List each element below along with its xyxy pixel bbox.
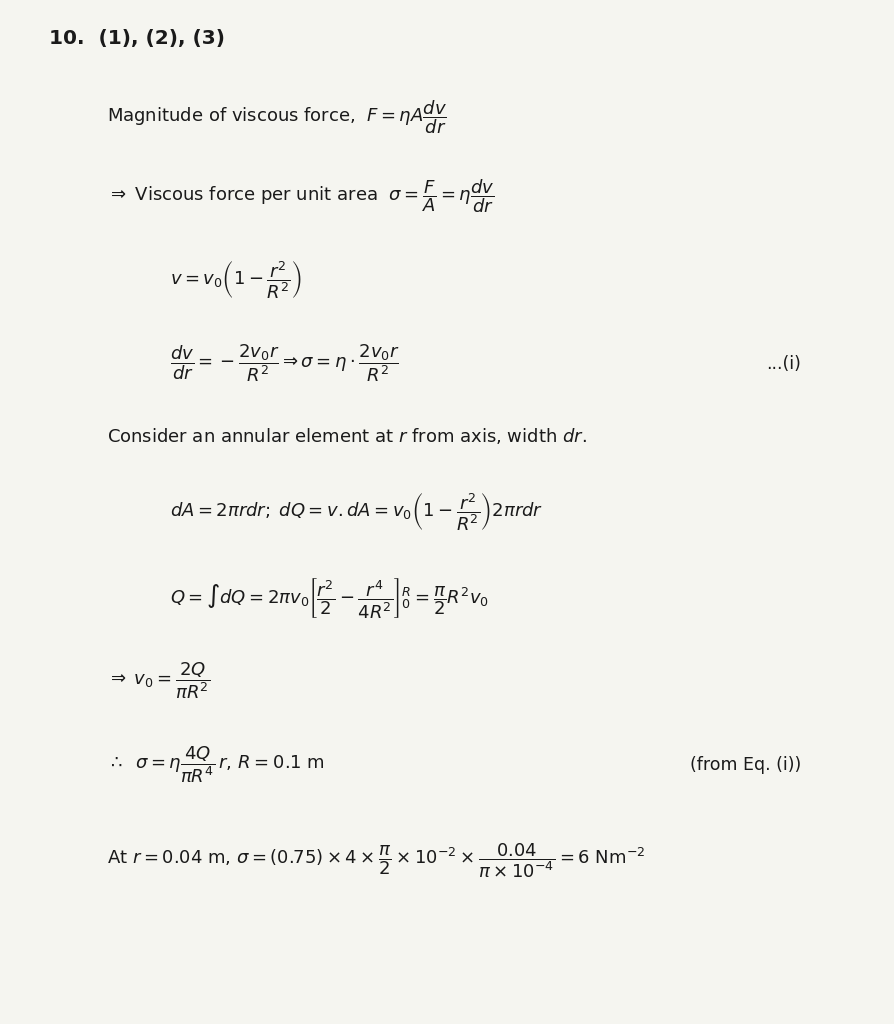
Text: 10.  (1), (2), (3): 10. (1), (2), (3)	[49, 30, 225, 48]
Text: $dA = 2\pi r dr; \; dQ = v.dA = v_0\left(1 - \dfrac{r^2}{R^2}\right)2\pi r dr$: $dA = 2\pi r dr; \; dQ = v.dA = v_0\left…	[170, 492, 543, 532]
Text: $\dfrac{dv}{dr} = -\dfrac{2v_0 r}{R^2} \Rightarrow \sigma = \eta \cdot \dfrac{2v: $\dfrac{dv}{dr} = -\dfrac{2v_0 r}{R^2} \…	[170, 343, 399, 384]
Text: $v = v_0\left(1 - \dfrac{r^2}{R^2}\right)$: $v = v_0\left(1 - \dfrac{r^2}{R^2}\right…	[170, 260, 301, 301]
Text: Consider an annular element at $r$ from axis, width $dr$.: Consider an annular element at $r$ from …	[107, 426, 586, 446]
Text: (from Eq. (i)): (from Eq. (i))	[689, 756, 800, 774]
Text: $Q = \int dQ = 2\pi v_0 \left[\dfrac{r^2}{2} - \dfrac{r^4}{4R^2}\right]_0^R = \d: $Q = \int dQ = 2\pi v_0 \left[\dfrac{r^2…	[170, 577, 488, 620]
Text: $\Rightarrow \; v_0 = \dfrac{2Q}{\pi R^2}$: $\Rightarrow \; v_0 = \dfrac{2Q}{\pi R^2…	[107, 660, 210, 701]
Text: Magnitude of viscous force,  $F = \eta A\dfrac{dv}{dr}$: Magnitude of viscous force, $F = \eta A\…	[107, 98, 447, 135]
Text: $\Rightarrow$ Viscous force per unit area  $\sigma = \dfrac{F}{A} = \eta\dfrac{d: $\Rightarrow$ Viscous force per unit are…	[107, 178, 494, 215]
Text: At $r = 0.04$ m, $\sigma = (0.75) \times 4 \times \dfrac{\pi}{2} \times 10^{-2} : At $r = 0.04$ m, $\sigma = (0.75) \times…	[107, 841, 645, 880]
Text: $\therefore \; \; \sigma = \eta\dfrac{4Q}{\pi R^4}\, r,\, R = 0.1\text{ m}$: $\therefore \; \; \sigma = \eta\dfrac{4Q…	[107, 744, 325, 785]
Text: ...(i): ...(i)	[765, 354, 800, 373]
